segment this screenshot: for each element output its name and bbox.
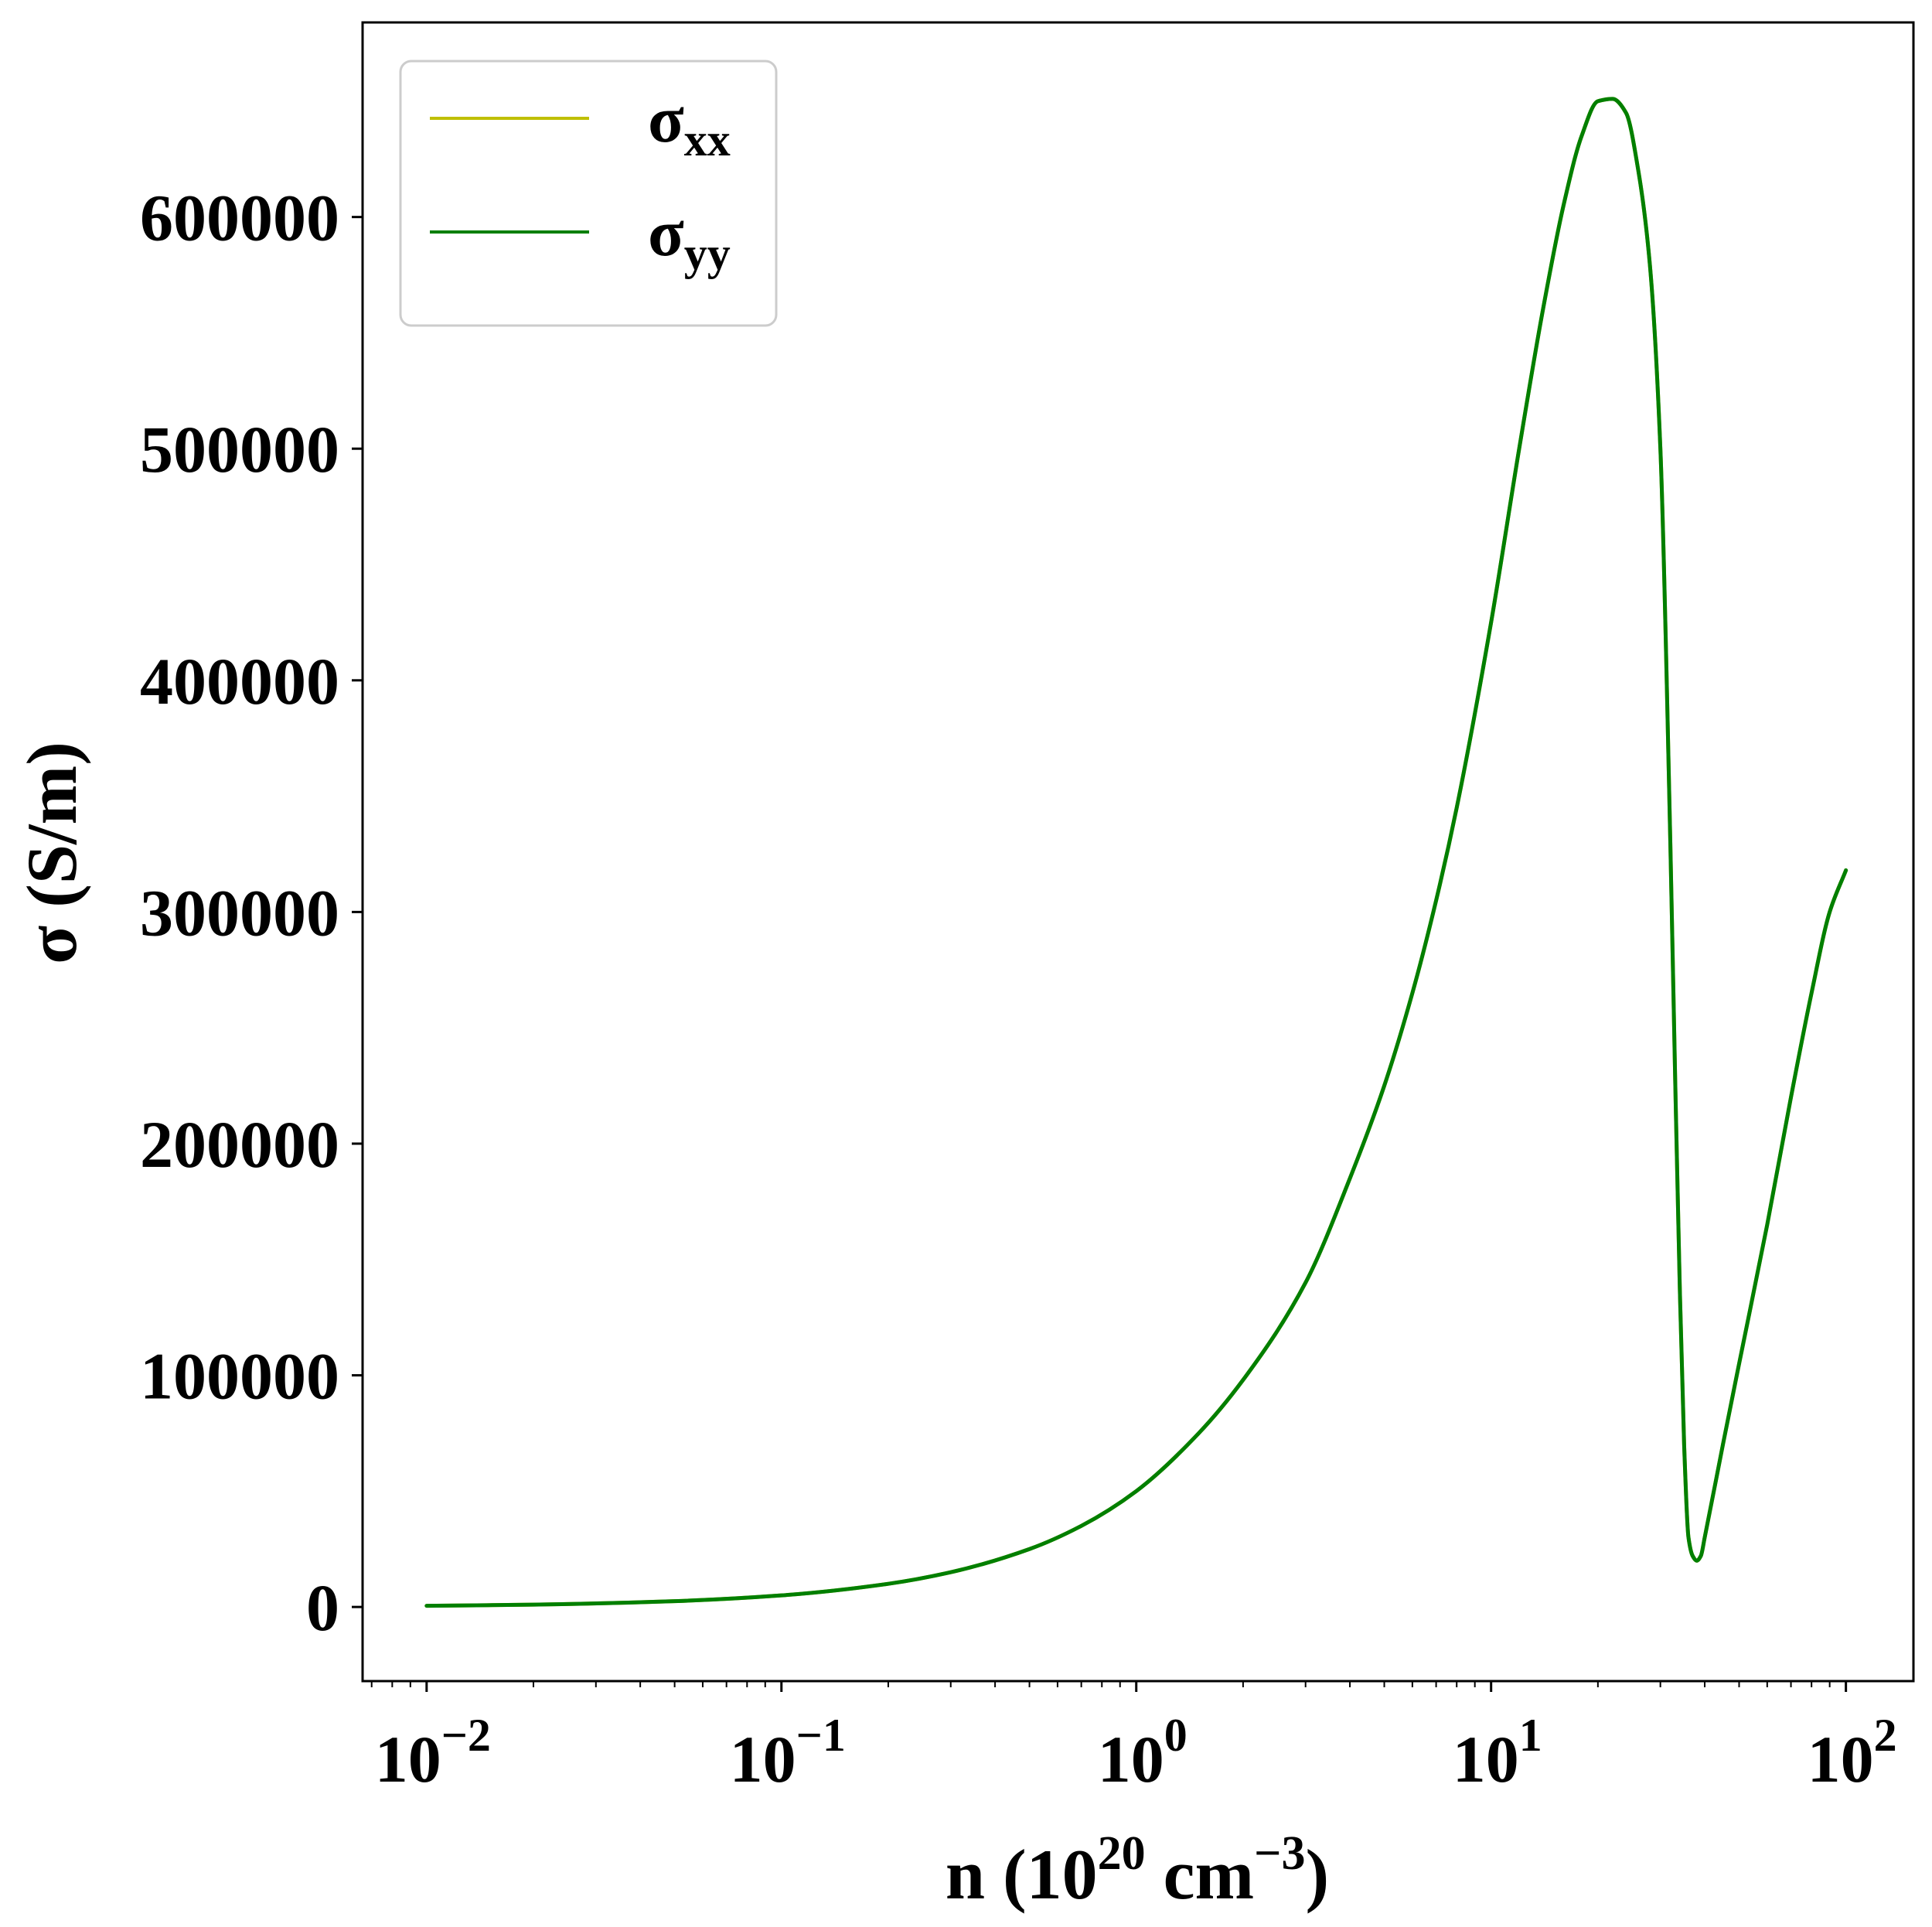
x-tick-label-exponent: −1 xyxy=(796,1710,846,1761)
x-tick-label-exponent: 2 xyxy=(1874,1710,1897,1761)
x-tick-label: 10−2 xyxy=(375,1710,491,1796)
y-tick-label: 300000 xyxy=(140,875,339,950)
x-tick-label: 10−1 xyxy=(730,1710,846,1796)
series-line-sigma-yy xyxy=(424,97,1849,1608)
y-axis-ticks: 0 100000 200000 300000 400000 500000 600000 xyxy=(140,181,363,1645)
x-tick-label-base: 10 xyxy=(730,1722,796,1796)
x-tick-label: 100 xyxy=(1098,1710,1187,1796)
y-tick-label: 500000 xyxy=(140,412,339,486)
legend-frame xyxy=(399,60,778,327)
x-axis-label-unit: cm xyxy=(1146,1835,1254,1914)
x-tick-label: 102 xyxy=(1808,1710,1897,1796)
axes-frame xyxy=(361,21,1915,1683)
x-axis-label-base: n (10 xyxy=(946,1835,1098,1914)
legend: σxx σyy xyxy=(399,60,778,327)
x-tick-label-base: 10 xyxy=(1453,1722,1519,1796)
legend-label-sigma-yy-subscript: yy xyxy=(684,228,731,279)
y-axis-label: σ (S/m) xyxy=(12,742,91,964)
y-tick-label: 600000 xyxy=(140,181,339,255)
x-tick-label: 101 xyxy=(1453,1710,1542,1796)
legend-label-sigma-yy-symbol: σ xyxy=(648,196,684,270)
y-tick-label: 400000 xyxy=(140,644,339,718)
x-axis-label: n (1020 cm−3) xyxy=(946,1827,1329,1914)
x-tick-label-exponent: −2 xyxy=(441,1710,491,1761)
x-axis-label-close: ) xyxy=(1306,1835,1330,1914)
y-tick-label: 0 xyxy=(306,1571,339,1645)
y-tick-label: 200000 xyxy=(140,1107,339,1182)
x-tick-label-base: 10 xyxy=(1098,1722,1164,1796)
legend-label-sigma-xx: σxx xyxy=(648,82,731,165)
y-tick-label: 100000 xyxy=(140,1339,339,1414)
x-tick-label-exponent: 1 xyxy=(1519,1710,1542,1761)
x-axis-label-base-exponent: 20 xyxy=(1098,1827,1146,1880)
x-tick-label-exponent: 0 xyxy=(1164,1710,1187,1761)
x-tick-label-base: 10 xyxy=(1808,1722,1874,1796)
x-axis-ticks: 10−2 10−1 100 101 102 xyxy=(370,1681,1897,1796)
x-axis-label-unit-exponent: −3 xyxy=(1254,1827,1305,1880)
series-layer xyxy=(424,97,1849,1608)
x-tick-label-base: 10 xyxy=(375,1722,441,1796)
legend-label-sigma-xx-subscript: xx xyxy=(684,114,731,165)
legend-label-sigma-yy: σyy xyxy=(648,196,731,279)
legend-label-sigma-xx-symbol: σ xyxy=(648,82,684,156)
